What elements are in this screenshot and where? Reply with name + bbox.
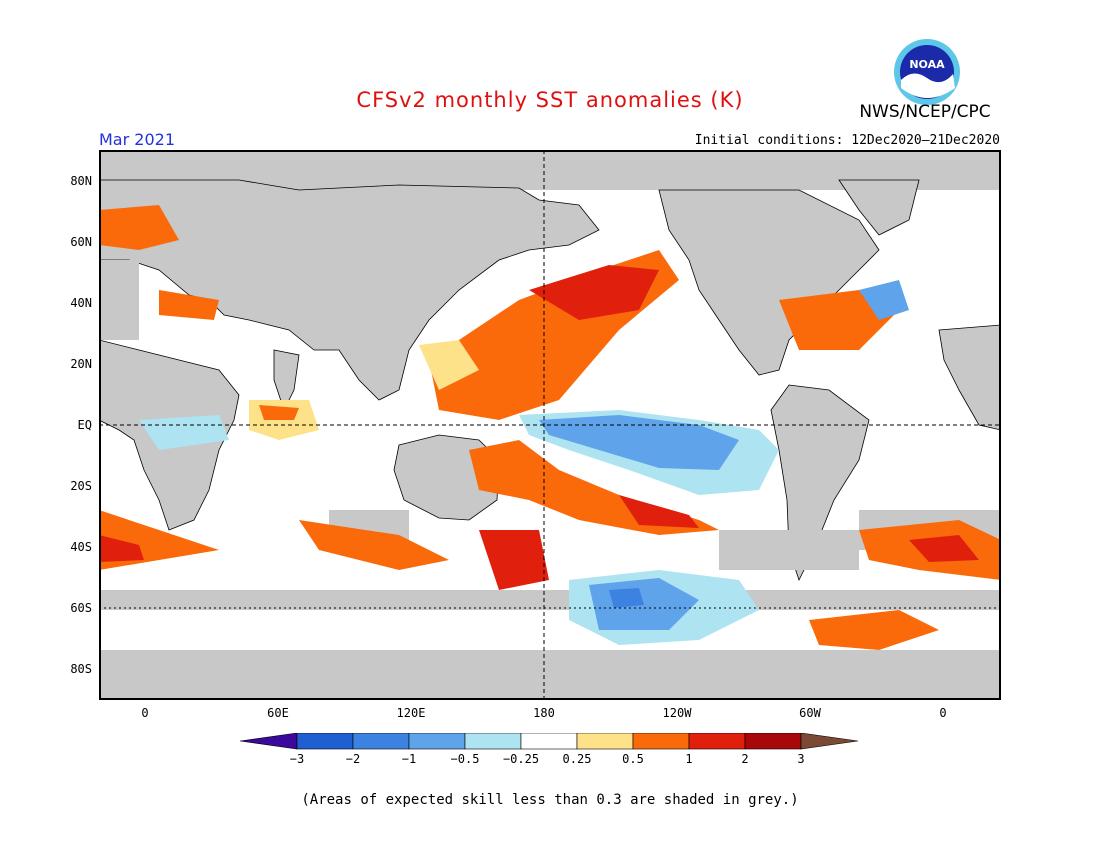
- colorbar-box: [744, 733, 802, 750]
- indian-ocean-south-warm: [299, 520, 449, 570]
- colorbar-box: [352, 733, 410, 750]
- arabian-sea-warm: [259, 405, 299, 420]
- colorbar-label: 3: [797, 752, 805, 766]
- colorbar-label: 0.5: [622, 752, 644, 766]
- lon-label: 0: [939, 706, 947, 720]
- warm-anomalies: [99, 205, 1001, 650]
- lat-label: 80S: [70, 662, 92, 676]
- colorbar-max-triangle: [800, 733, 859, 750]
- mediterranean-warm: [159, 290, 219, 320]
- noaa-logo-text: NOAA: [909, 58, 945, 71]
- north-america-landmass: [658, 189, 880, 376]
- colorbar-label: 1: [685, 752, 693, 766]
- lon-label: 120W: [662, 706, 692, 720]
- map-title: CFSv2 monthly SST anomalies (K): [356, 88, 744, 112]
- africa-east-landmass: [938, 324, 1001, 431]
- skill-note: (Areas of expected skill less than 0.3 a…: [301, 792, 799, 808]
- lat-label: 20N: [70, 357, 92, 371]
- lon-label: 0: [141, 706, 149, 720]
- cool-anomalies: [139, 280, 909, 645]
- antarctica-land: [99, 650, 1001, 700]
- south-pacific-warm-core: [619, 495, 699, 528]
- equatorial-pacific-cool: [539, 415, 739, 470]
- colorbar-label: −1: [401, 752, 417, 766]
- south-atlantic-warm-core: [99, 535, 144, 562]
- noaa-logo: NOAA: [894, 39, 960, 105]
- map-frame: [99, 150, 1001, 700]
- colorbar-box: [464, 733, 522, 750]
- colorbar-label: −2: [345, 752, 361, 766]
- initial-conditions: Initial conditions: 12Dec2020–21Dec2020: [694, 133, 1000, 148]
- agency-label: NWS/NCEP/CPC: [859, 102, 991, 122]
- colorbar-box: [520, 733, 578, 750]
- sst-anomaly-map: [99, 150, 1001, 700]
- colorbar-label: −0.25: [502, 752, 540, 766]
- tasman-warm: [479, 530, 549, 590]
- lat-label: 40S: [70, 540, 92, 554]
- weddell-warm: [809, 610, 939, 650]
- lat-label: 40N: [70, 296, 92, 310]
- lat-label: 60S: [70, 601, 92, 615]
- lon-label: 120E: [396, 706, 426, 720]
- lat-label: 60N: [70, 235, 92, 249]
- colorbar-box: [408, 733, 466, 750]
- colorbar: [240, 733, 859, 750]
- colorbar-box: [632, 733, 690, 750]
- lat-label: 80N: [70, 174, 92, 188]
- west-pacific-warm-light: [419, 340, 479, 390]
- southwest-atlantic-warm-core: [909, 535, 979, 562]
- colorbar-min-triangle: [240, 733, 298, 750]
- lat-label: 20S: [70, 479, 92, 493]
- lon-label: 60W: [799, 706, 821, 720]
- colorbar-box: [688, 733, 746, 750]
- north-sea-warm: [99, 205, 179, 250]
- colorbar-label: −0.5: [450, 752, 480, 766]
- colorbar-label: −3: [289, 752, 305, 766]
- colorbar-box: [576, 733, 634, 750]
- lon-label: 180: [533, 706, 555, 720]
- north-atlantic-cool: [859, 280, 909, 320]
- colorbar-label: 2: [741, 752, 749, 766]
- southern-pacific-cool-core: [609, 588, 644, 608]
- north-pacific-warm-core: [529, 265, 659, 320]
- atlantic-cool-light: [139, 415, 229, 450]
- forecast-month: Mar 2021: [99, 130, 175, 149]
- lat-label: EQ: [77, 418, 92, 432]
- greenland-landmass: [838, 179, 920, 236]
- colorbar-label: 0.25: [562, 752, 592, 766]
- colorbar-box: [296, 733, 354, 750]
- lon-label: 60E: [267, 706, 289, 720]
